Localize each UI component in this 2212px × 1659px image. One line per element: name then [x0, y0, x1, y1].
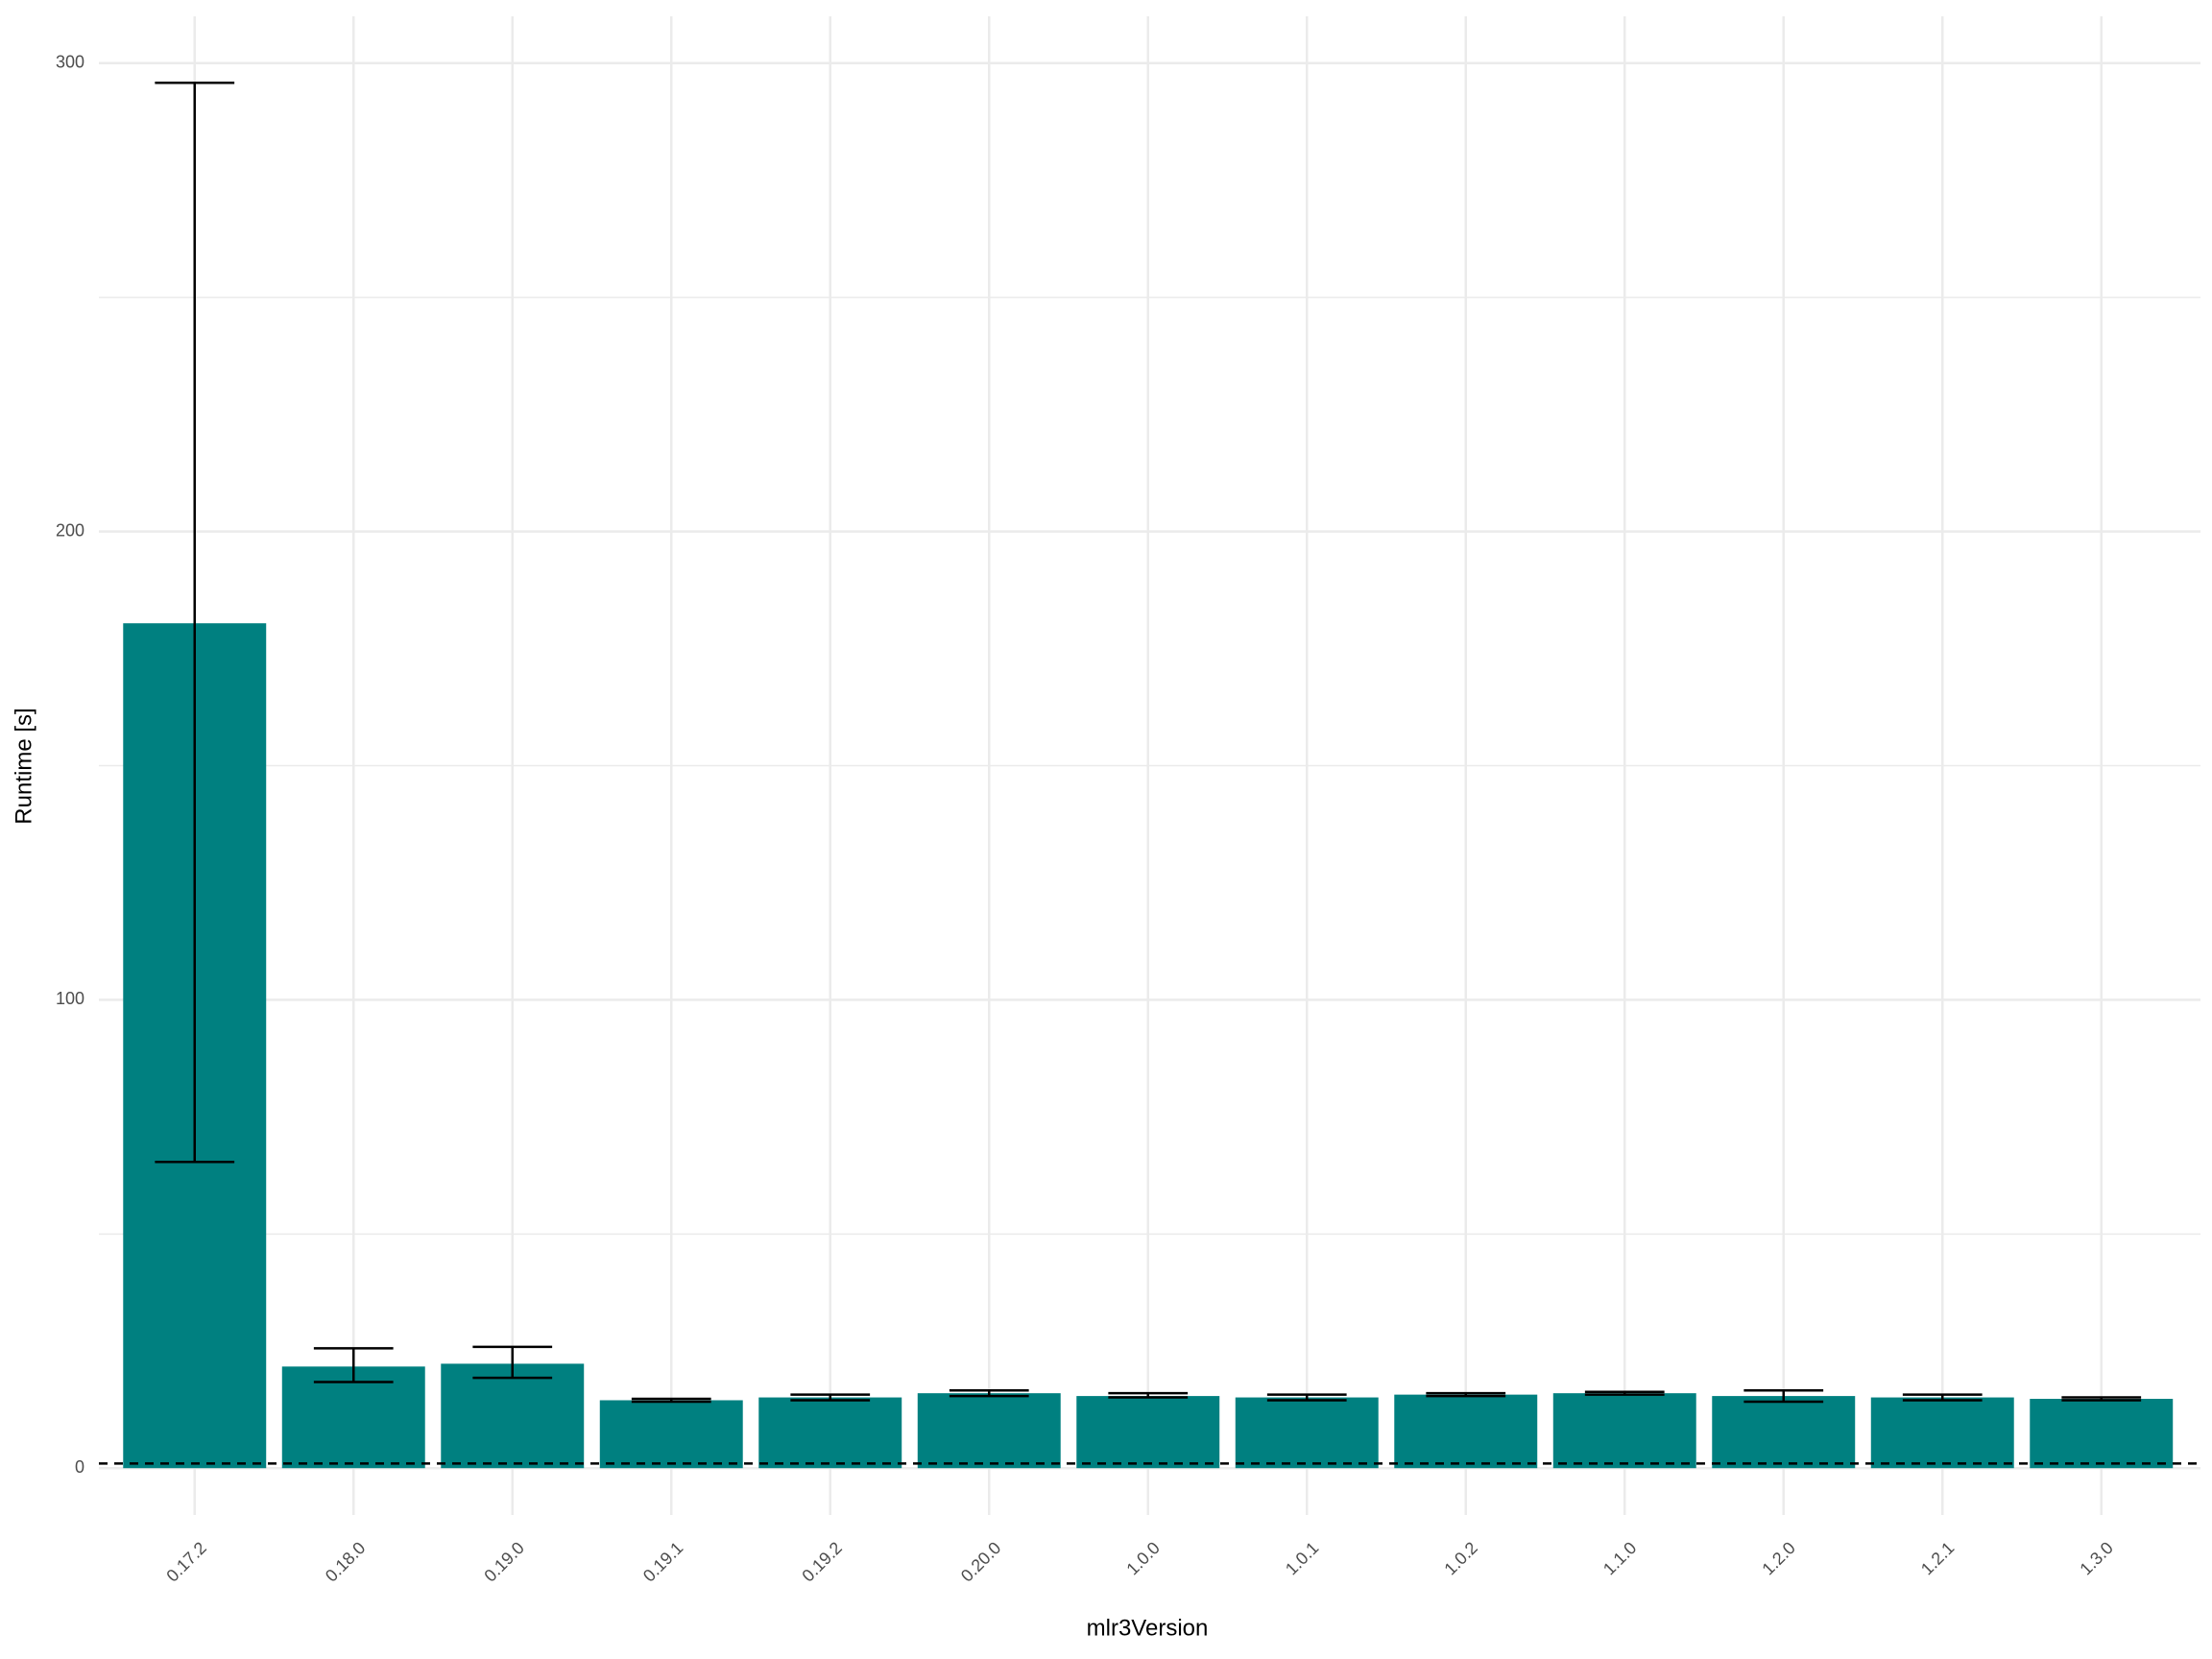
x-axis-title: mlr3Version	[1087, 1615, 1209, 1641]
bar	[2030, 1399, 2174, 1469]
error-bar	[155, 82, 235, 1164]
bar	[441, 1363, 585, 1469]
y-tick-label: 300	[56, 53, 84, 72]
bar	[758, 1397, 902, 1469]
x-tick-label: 1.1.0	[1599, 1538, 1640, 1578]
bar	[1076, 1396, 1220, 1469]
bar	[1552, 1393, 1696, 1469]
x-tick-label: 1.0.0	[1122, 1538, 1163, 1578]
bar	[1712, 1396, 1856, 1469]
bar	[281, 1366, 425, 1469]
error-bar	[472, 1345, 553, 1380]
error-bar	[2061, 1396, 2142, 1402]
error-bar	[1108, 1391, 1189, 1399]
bar	[1870, 1397, 2014, 1469]
x-tick-label: 1.0.1	[1282, 1538, 1322, 1578]
error-bar	[1743, 1388, 1824, 1404]
error-bar	[1426, 1391, 1506, 1398]
x-tick-label: 1.2.1	[1917, 1538, 1958, 1578]
y-tick-label: 200	[56, 520, 84, 540]
error-bar	[1584, 1390, 1665, 1396]
x-tick-label: 0.20.0	[957, 1538, 1005, 1586]
error-bar	[949, 1388, 1029, 1398]
error-bar	[631, 1397, 711, 1404]
x-tick-label: 0.18.0	[322, 1538, 370, 1586]
bar	[1394, 1394, 1538, 1469]
error-bar	[1266, 1393, 1347, 1402]
y-axis-title: Runtime [s]	[11, 708, 36, 824]
error-bar	[790, 1393, 871, 1402]
error-bar	[313, 1347, 394, 1383]
x-tick-label: 1.3.0	[2076, 1538, 2116, 1578]
x-tick-label: 1.2.0	[1758, 1538, 1798, 1578]
y-tick-label: 0	[75, 1457, 84, 1477]
x-tick-label: 0.19.0	[480, 1538, 528, 1586]
x-tick-label: 1.0.2	[1440, 1538, 1480, 1578]
x-tick-label: 0.17.2	[162, 1538, 210, 1586]
y-tick-label: 100	[56, 989, 84, 1008]
error-bar	[1902, 1393, 1983, 1402]
bar	[599, 1400, 743, 1469]
x-tick-label: 0.19.2	[798, 1538, 846, 1586]
bar	[917, 1393, 1061, 1469]
bar	[1235, 1397, 1379, 1469]
x-tick-label: 0.19.1	[639, 1538, 687, 1586]
